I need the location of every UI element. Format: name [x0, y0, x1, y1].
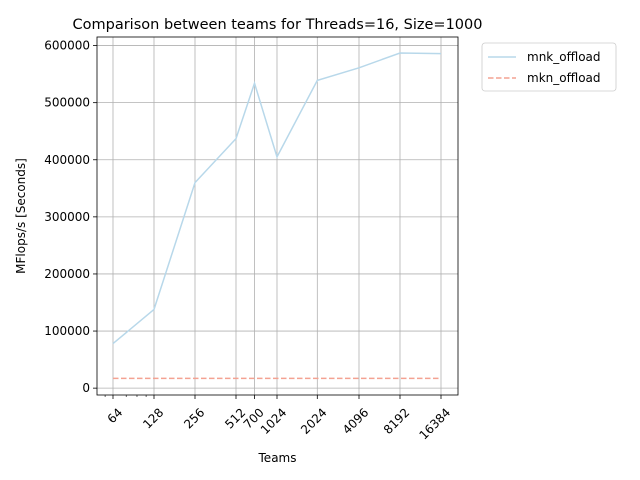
y-tick-label: 0	[82, 381, 90, 395]
chart-title: Comparison between teams for Threads=16,…	[73, 17, 483, 33]
y-tick-label: 300000	[44, 210, 90, 224]
legend-label-mkn-offload: mkn_offload	[527, 71, 601, 85]
legend: mnk_offload mkn_offload	[481, 42, 617, 92]
series-lines	[112, 52, 442, 380]
legend-box	[481, 42, 617, 92]
y-tick-label: 600000	[44, 39, 90, 53]
series-line-mnk-offload	[112, 52, 442, 345]
gridlines	[97, 37, 458, 395]
y-tick-label: 500000	[44, 96, 90, 110]
legend-label-mnk-offload: mnk_offload	[527, 50, 601, 64]
x-axis-label: Teams	[258, 451, 297, 465]
y-axis-label: MFlops/s [Seconds]	[14, 158, 28, 274]
y-tick-label: 400000	[44, 153, 90, 167]
plot-frame	[96, 36, 459, 396]
y-tick-label: 200000	[44, 267, 90, 281]
y-tick-label: 100000	[44, 324, 90, 338]
